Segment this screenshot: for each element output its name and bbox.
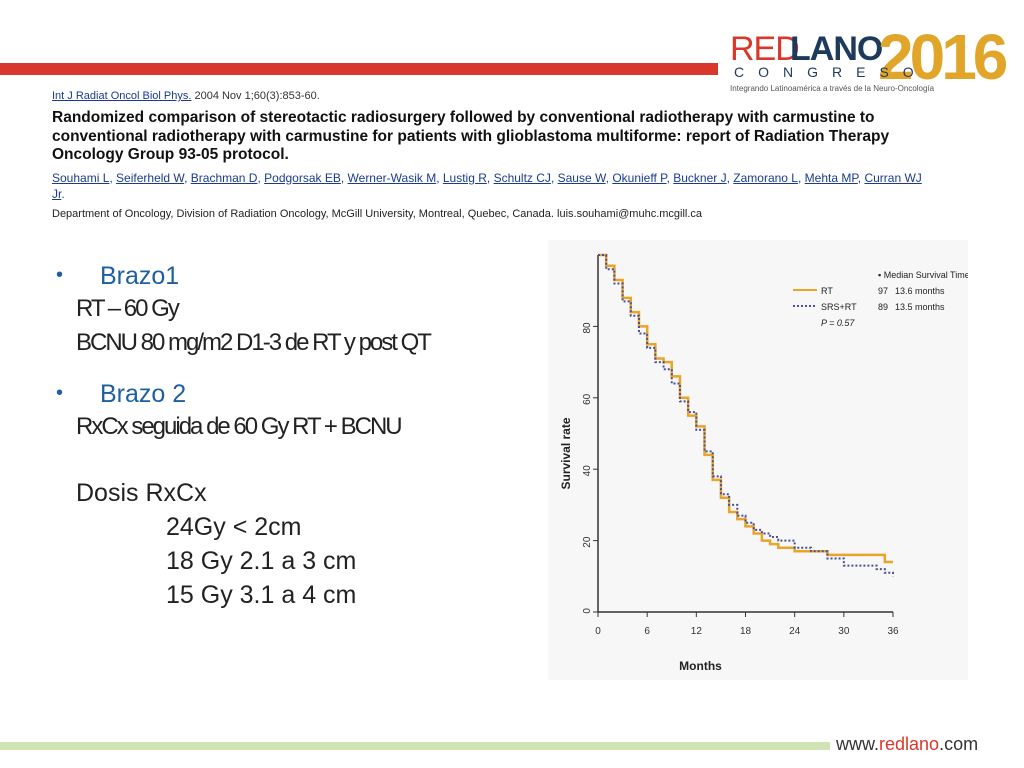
paper-citation: Int J Radiat Oncol Biol Phys. 2004 Nov 1…	[52, 90, 932, 220]
logo-red-text: RED	[730, 30, 800, 68]
dose-row: 15 Gy 3.1 a 4 cm	[166, 581, 357, 609]
legend-n: 97	[878, 286, 888, 296]
bullet-icon: •	[56, 382, 64, 404]
author-link[interactable]: Sause W	[557, 170, 606, 185]
redlano-logo: RED LANO 2016 CONGRESO Integrando Latino…	[718, 20, 1024, 100]
chart-axes: 0 20 40 60 80 0 6 12 18 24 30 36 Months Survival rate	[559, 255, 899, 673]
author-link[interactable]: Okunieff P	[612, 170, 667, 185]
author-link[interactable]: Seiferheld W	[116, 170, 185, 185]
y-axis-label: Survival rate	[559, 417, 573, 489]
affiliation: Department of Oncology, Division of Radi…	[52, 207, 703, 220]
arm1-line1: RT – 60 Gy	[76, 295, 180, 322]
footer-green-bar	[0, 742, 830, 750]
journal-ref: 2004 Nov 1;60(3):853-60.	[191, 90, 320, 102]
legend-n: 89	[878, 302, 888, 312]
series-line-srs-rt	[598, 254, 894, 577]
logo-congreso: CONGRESO	[734, 64, 928, 80]
y-tick-label: 80	[582, 322, 593, 334]
survival-chart: 0 20 40 60 80 0 6 12 18 24 30 36 Months Survival rate…	[559, 253, 970, 673]
author-link[interactable]: Schultz CJ	[493, 170, 551, 185]
legend-header: ▪ Median Survival Time	[878, 270, 968, 280]
series-line-rt	[598, 253, 893, 564]
survival-chart-panel: 0 20 40 60 80 0 6 12 18 24 30 36 Months Survival rate…	[548, 240, 970, 680]
x-tick-label: 0	[595, 626, 601, 637]
x-tick-label: 12	[691, 626, 703, 637]
footer-url[interactable]: www.redlano.com	[836, 734, 978, 755]
author-link[interactable]: Brachman D	[190, 170, 258, 185]
url-suffix: .com	[939, 734, 979, 754]
chart-series	[598, 253, 894, 577]
author-link[interactable]: Mehta MP	[804, 170, 858, 185]
url-brand: redlano	[879, 734, 940, 754]
chart-legend: RT 97 13.6 months SRS+RT 89 13.5 months ▪ Medi…	[793, 270, 970, 328]
author-link[interactable]: Zamorano L	[733, 170, 798, 185]
journal-line: Int J Radiat Oncol Biol Phys. 2004 Nov 1…	[52, 90, 932, 102]
paper-title: Randomized comparison of stereotactic ra…	[52, 109, 890, 163]
arm2-title: Brazo 2	[100, 380, 187, 408]
x-tick-label: 6	[644, 626, 650, 637]
logo-tagline: Integrando Latinoamérica a través de la …	[730, 84, 935, 93]
legend-median: 13.6 months	[895, 286, 945, 296]
author-link[interactable]: Lustig R	[442, 170, 487, 185]
x-tick-label: 24	[789, 626, 801, 637]
dose-row: 24Gy < 2cm	[166, 513, 302, 541]
x-tick-label: 30	[838, 626, 850, 637]
author-link[interactable]: Werner-Wasik M	[347, 170, 437, 185]
bullet-arm1: • Brazo1	[56, 262, 496, 294]
study-arms: • Brazo1 RT – 60 Gy BCNU 80 mg/m2 D1-3 d…	[56, 262, 496, 612]
dose-row: 18 Gy 2.1 a 3 cm	[166, 547, 357, 575]
dose-title: Dosis RxCx	[76, 479, 207, 507]
legend-label: SRS+RT	[821, 302, 857, 312]
logo-year: 2016	[878, 21, 1008, 93]
arm2-line1: RxCx seguida de 60 Gy RT + BCNU	[76, 413, 403, 440]
y-tick-label: 20	[582, 536, 593, 548]
legend-median: 13.5 months	[895, 302, 945, 312]
journal-link[interactable]: Int J Radiat Oncol Biol Phys.	[52, 90, 192, 102]
author-link[interactable]: Podgorsak EB	[264, 170, 341, 185]
x-tick-label: 36	[887, 626, 899, 637]
author-list: Souhami L, Seiferheld W, Brachman D, Pod…	[52, 170, 922, 201]
y-tick-label: 40	[582, 465, 593, 477]
y-tick-label: 60	[582, 393, 593, 405]
legend-label: RT	[821, 286, 833, 296]
y-tick-label: 0	[582, 608, 593, 614]
author-link[interactable]: Curran WJ Jr	[52, 170, 922, 201]
p-value: P = 0.57	[821, 318, 855, 328]
x-tick-label: 18	[740, 626, 752, 637]
author-link[interactable]: Souhami L	[52, 170, 110, 185]
x-axis-label: Months	[679, 659, 722, 673]
arm1-line2: BCNU 80 mg/m2 D1-3 de RT y post QT	[76, 329, 432, 356]
arm1-title: Brazo1	[100, 262, 180, 290]
bullet-arm2: • Brazo 2	[56, 380, 496, 412]
logo-lano-text: LANO	[790, 30, 883, 68]
bullet-icon: •	[56, 264, 64, 286]
url-prefix: www.	[836, 734, 880, 754]
author-link[interactable]: Buckner J	[673, 170, 727, 185]
